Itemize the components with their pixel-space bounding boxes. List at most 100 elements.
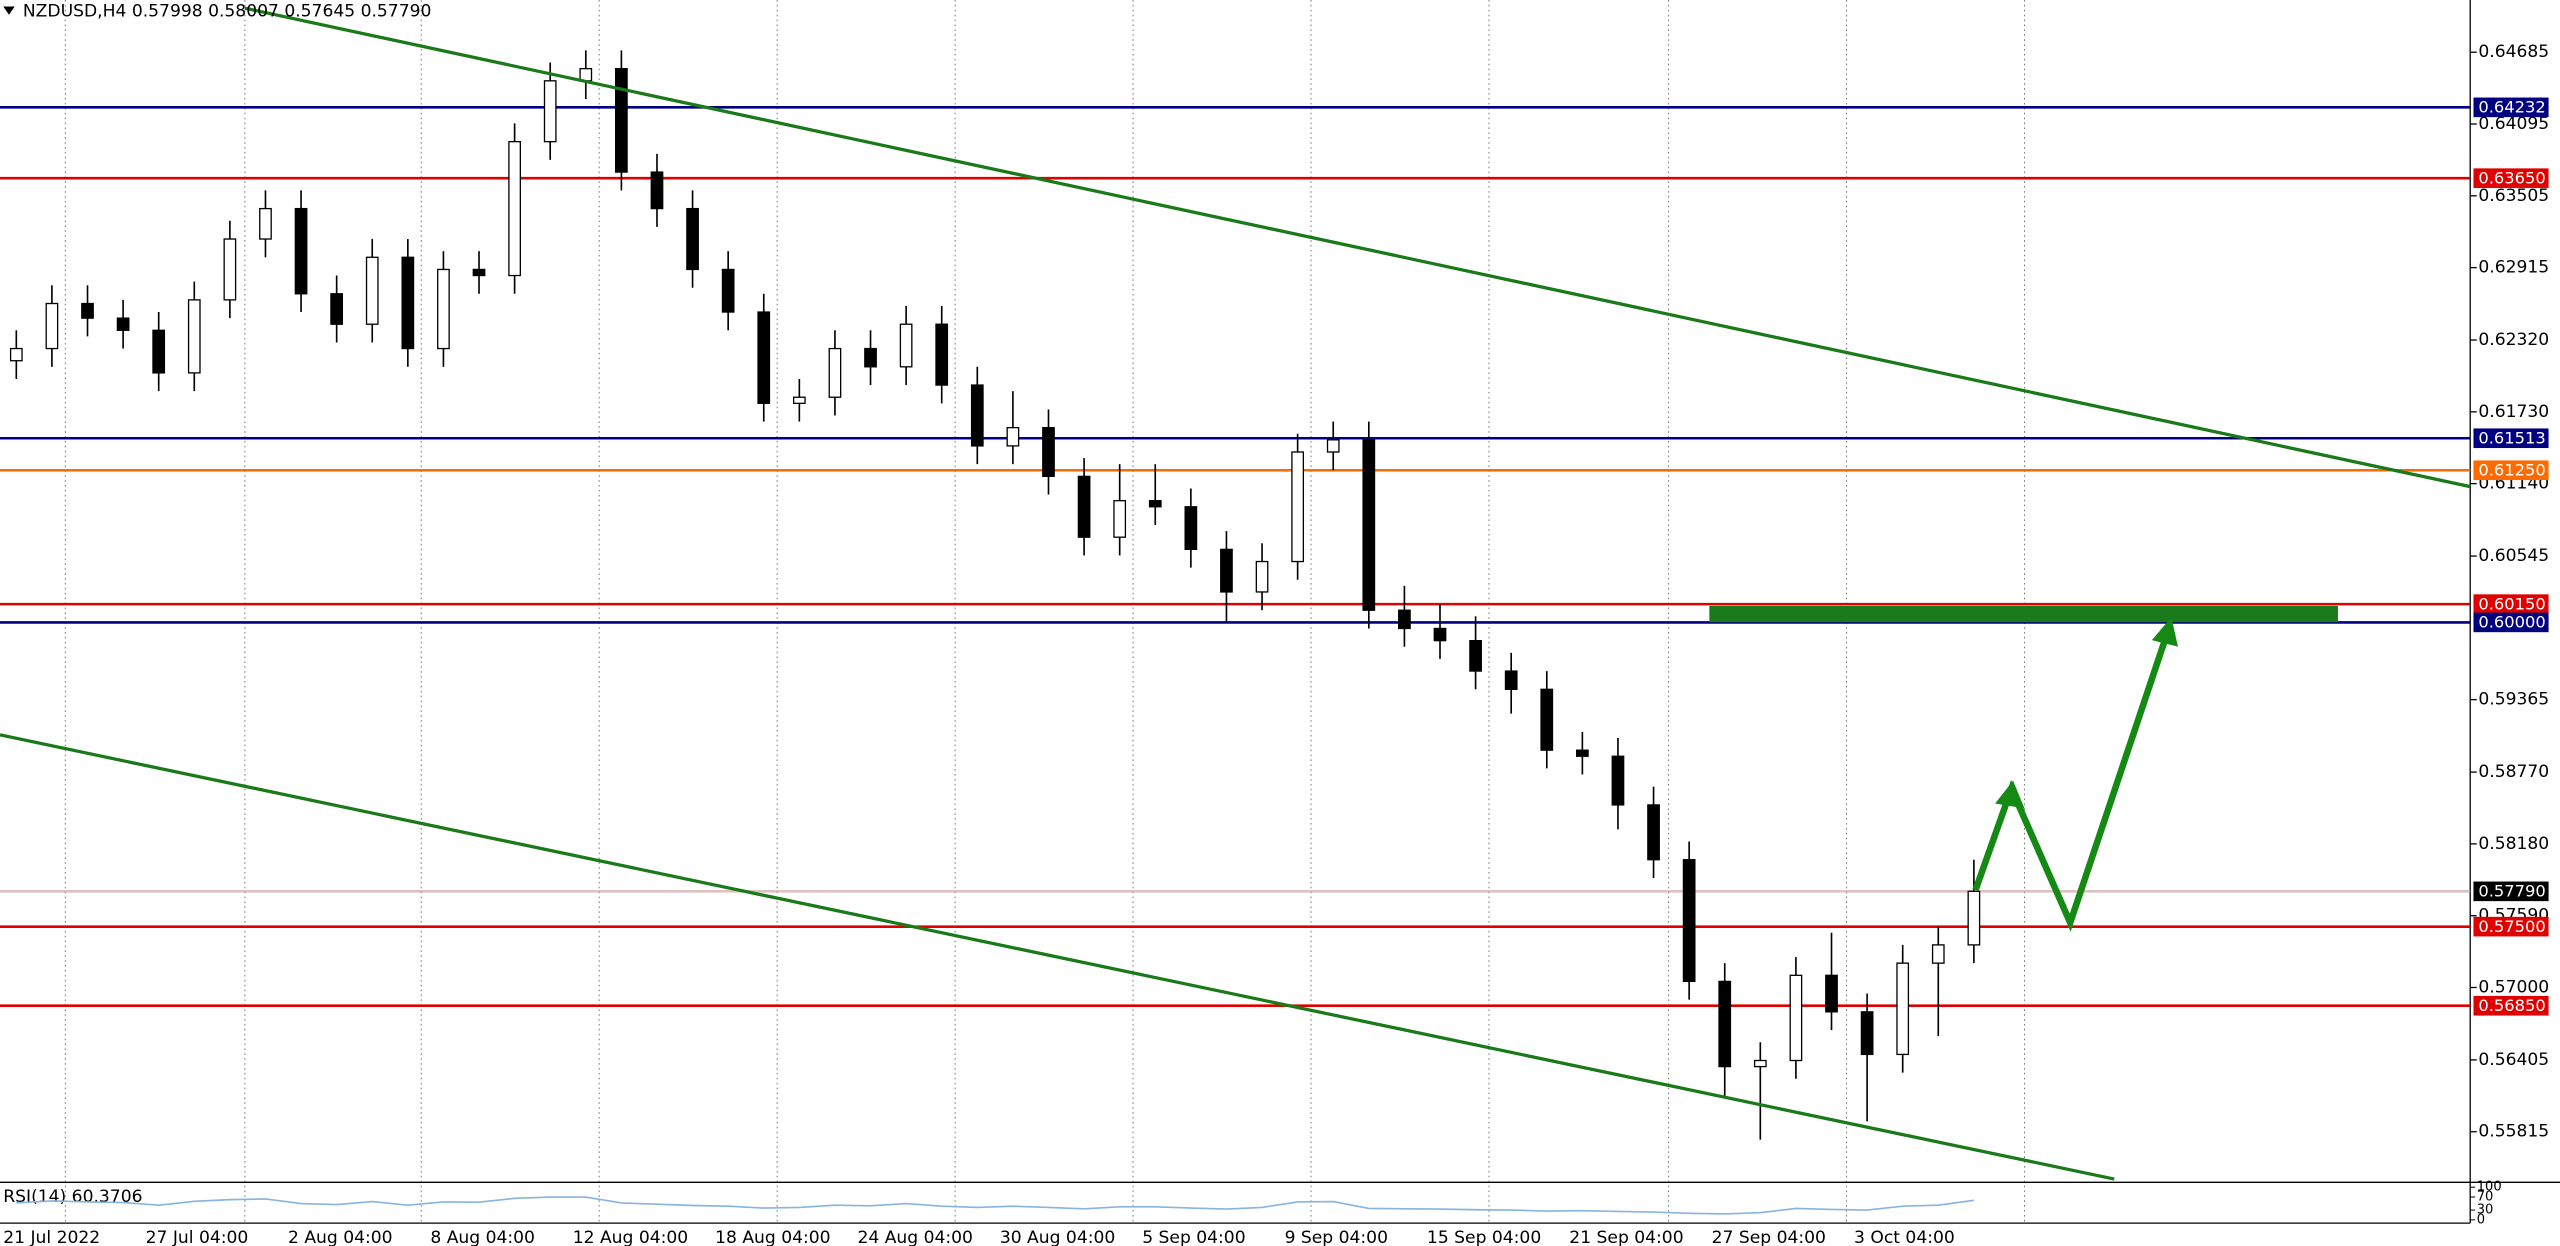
candle-body (1077, 475, 1091, 538)
candle-body (1967, 890, 1981, 946)
vertical-grid (64, 0, 2025, 1224)
y-tick-label: 0.59365 (2478, 690, 2549, 710)
rsi-tick-label: 100 (2477, 1180, 2502, 1195)
candle-body (935, 323, 949, 386)
level-box (2473, 460, 2549, 481)
x-tick-label: 30 Aug 04:00 (1000, 1228, 1115, 1246)
candle-body (757, 311, 771, 404)
rsi-title: RSI(14) 60.3706 (3, 1187, 142, 1207)
candle-body (1255, 560, 1269, 593)
candle-body (1611, 755, 1625, 806)
candle-body (615, 67, 628, 173)
candle-body (9, 347, 23, 362)
candle-body (1433, 627, 1447, 642)
candle-body (1647, 804, 1660, 861)
candle-body (1220, 548, 1233, 593)
y-tick-label: 0.57000 (2478, 977, 2549, 997)
level-label: 0.64232 (2478, 98, 2545, 117)
axes: 0.64685 0.64095 0.63505 0.62915 0.62320 0.617… (3, 42, 2549, 1246)
rsi-tick-label: 0 (2477, 1212, 2485, 1227)
candle-body (1504, 670, 1518, 690)
candle-body (81, 302, 94, 319)
arrow-head (2151, 617, 2178, 647)
candle-body (1682, 859, 1696, 983)
y-tick-label: 0.56405 (2478, 1050, 2549, 1070)
candle-body (899, 323, 913, 368)
candle-body (1753, 1059, 1767, 1068)
candle-body (1398, 609, 1411, 630)
level-label: 0.60000 (2478, 613, 2545, 632)
level-label: 0.57500 (2478, 917, 2545, 936)
candle-body (864, 347, 877, 368)
y-tick-label: 0.61730 (2478, 402, 2549, 422)
target-zone (1709, 605, 2338, 623)
candle-body (1789, 974, 1803, 1062)
y-tick-label: 0.64095 (2478, 114, 2549, 134)
x-tick-label: 21 Jul 2022 (3, 1228, 100, 1246)
candle-body (259, 207, 272, 240)
level-box (2473, 594, 2549, 614)
level-box (2473, 916, 2549, 937)
candle-body (828, 347, 842, 398)
level-label: 0.60150 (2478, 594, 2545, 613)
candle-body (1113, 500, 1127, 538)
level-box (2473, 881, 2549, 902)
level-box (2473, 612, 2549, 633)
candle-body (1931, 944, 1945, 964)
arrow-head (1995, 780, 2025, 809)
x-tick-label: 15 Sep 04:00 (1427, 1228, 1541, 1246)
x-tick-label: 3 Oct 04:00 (1854, 1228, 1955, 1246)
y-tick-label: 0.58180 (2478, 834, 2549, 854)
rsi-tick-label: 30 (2477, 1203, 2494, 1218)
candle-body (1184, 506, 1198, 551)
candle-body (472, 268, 486, 277)
candle-body (1860, 1011, 1874, 1056)
candle-body (1718, 980, 1732, 1068)
candle-body (365, 256, 379, 325)
x-tick-label: 2 Aug 04:00 (288, 1228, 393, 1246)
candle-body (116, 317, 130, 331)
y-tick-label: 0.62320 (2478, 330, 2549, 350)
y-tick-label: 0.63505 (2478, 186, 2549, 206)
candle-body (1291, 451, 1304, 563)
candle-body (152, 329, 166, 374)
candle-body (223, 238, 237, 301)
candle-body (1576, 749, 1589, 757)
candle-body (1042, 427, 1055, 477)
candle-body (1148, 500, 1162, 508)
level-box (2473, 168, 2549, 188)
y-tick-label: 0.62915 (2478, 258, 2549, 278)
candle-body (330, 293, 344, 325)
level-box (2473, 995, 2549, 1016)
candle-body (187, 299, 201, 374)
level-label: 0.56850 (2478, 996, 2545, 1015)
chart-header: NZDUSD,H4 0.57998 0.58007 0.57645 0.5779… (23, 1, 432, 21)
y-tick-label: 0.60545 (2478, 546, 2549, 566)
level-box (2473, 97, 2549, 118)
x-tick-label: 12 Aug 04:00 (573, 1228, 688, 1246)
candle-body (508, 141, 521, 277)
x-tick-label: 27 Jul 04:00 (146, 1228, 249, 1246)
forecast-arrow (1972, 629, 2172, 932)
x-tick-label: 21 Sep 04:00 (1569, 1228, 1683, 1246)
menu-arrow[interactable] (3, 6, 15, 15)
rsi-line (16, 1196, 1974, 1215)
x-tick-label: 9 Sep 04:00 (1285, 1228, 1388, 1246)
candle-body (1469, 639, 1482, 672)
level-label: 0.57790 (2478, 882, 2545, 901)
level-box (2473, 428, 2549, 449)
candle-body (721, 268, 735, 313)
level-label: 0.61250 (2478, 461, 2545, 480)
candle-body (543, 80, 557, 143)
trend-line (244, 6, 2471, 489)
candles (9, 50, 1981, 1140)
x-tick-label: 5 Sep 04:00 (1142, 1228, 1245, 1246)
y-tick-label: 0.64685 (2478, 42, 2549, 62)
candle-body (1326, 439, 1340, 453)
x-tick-label: 24 Aug 04:00 (857, 1228, 972, 1246)
candle-body (686, 207, 699, 271)
candle-body (1362, 439, 1376, 611)
y-tick-label: 0.55815 (2478, 1122, 2549, 1142)
